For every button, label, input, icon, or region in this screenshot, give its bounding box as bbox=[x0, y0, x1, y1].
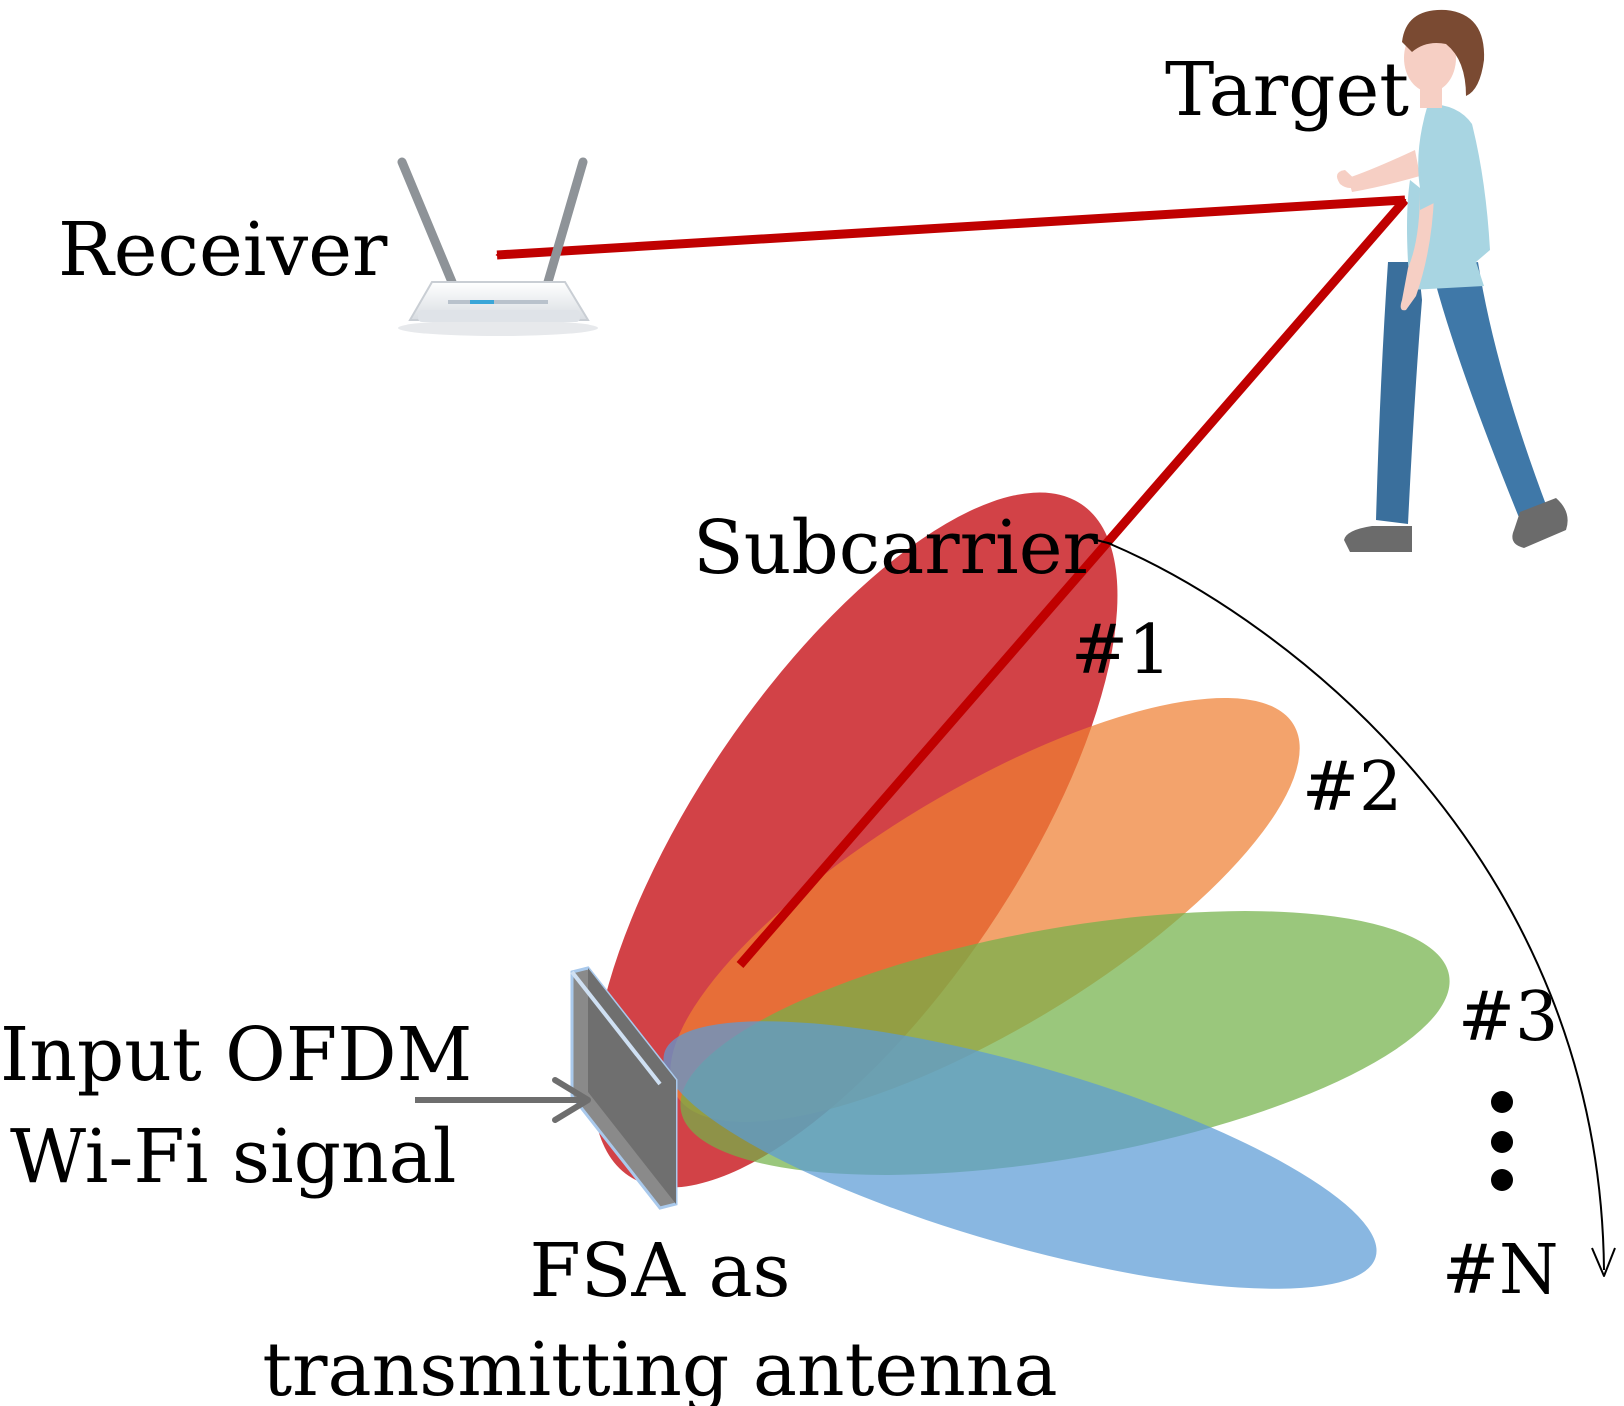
target-label: Target bbox=[1165, 47, 1409, 133]
beam-label-1: #1 bbox=[1071, 611, 1171, 690]
beam-label-n: #N bbox=[1442, 1231, 1558, 1310]
receiver-label: Receiver bbox=[58, 207, 388, 293]
beam-label-2: #2 bbox=[1302, 748, 1402, 827]
fsa-label-line2: transmitting antenna bbox=[262, 1327, 1057, 1406]
input-signal-label-line2: Wi-Fi signal bbox=[10, 1114, 456, 1200]
beam-label-3: #3 bbox=[1458, 978, 1558, 1057]
signal-path-to-target bbox=[736, 197, 1409, 968]
router-icon bbox=[397, 157, 598, 336]
signal-path-target-receiver bbox=[495, 195, 1407, 260]
fsa-label-line1: FSA as bbox=[529, 1228, 790, 1314]
beam-ellipsis bbox=[1491, 1091, 1513, 1191]
subcarrier-label: Subcarrier bbox=[693, 505, 1098, 591]
subcarrier-sweep-arrow bbox=[1095, 539, 1616, 1277]
input-signal-label-line1: Input OFDM bbox=[0, 1012, 472, 1098]
input-arrow bbox=[415, 1077, 591, 1123]
antenna-panel-icon bbox=[570, 966, 678, 1210]
beam-lobe-n bbox=[663, 1021, 1377, 1289]
person-icon bbox=[1336, 9, 1568, 552]
beam-lobes bbox=[592, 492, 1450, 1289]
